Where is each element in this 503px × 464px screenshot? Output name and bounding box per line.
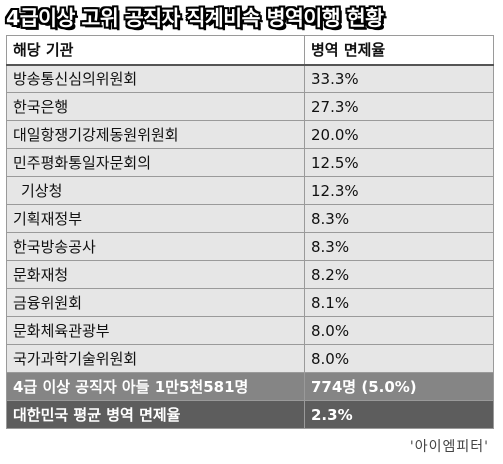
- table-row: 금융위원회 8.1%: [6, 288, 494, 317]
- rate-cell: 8.3%: [304, 204, 494, 233]
- rate-cell: 8.0%: [304, 344, 494, 373]
- rate-cell: 12.3%: [304, 176, 494, 205]
- exemption-rate-table: 해당 기관 병역 면제율 방송통신심의위원회 33.3% 한국은행 27.3% …: [6, 35, 494, 429]
- summary-value: 2.3%: [304, 400, 494, 429]
- rate-cell: 8.3%: [304, 232, 494, 261]
- summary-value: 774명 (5.0%): [304, 372, 494, 401]
- table-row: 기획재정부 8.3%: [6, 204, 494, 233]
- rate-cell: 8.0%: [304, 316, 494, 345]
- summary-row-officials-sons: 4급 이상 공직자 아들 1만5천581명 774명 (5.0%): [6, 372, 494, 401]
- rate-cell: 12.5%: [304, 148, 494, 177]
- rate-cell: 8.1%: [304, 288, 494, 317]
- summary-label: 4급 이상 공직자 아들 1만5천581명: [6, 372, 305, 401]
- agency-cell: 민주평화통일자문회의: [6, 148, 305, 177]
- rate-cell: 8.2%: [304, 260, 494, 289]
- agency-cell: 기상청: [6, 176, 305, 205]
- agency-cell: 방송통신심의위원회: [6, 64, 305, 93]
- table-row: 한국방송공사 8.3%: [6, 232, 494, 261]
- agency-cell: 대일항쟁기강제동원위원회: [6, 120, 305, 149]
- agency-cell: 문화체육관광부: [6, 316, 305, 345]
- table-row: 방송통신심의위원회 33.3%: [6, 64, 494, 93]
- rate-cell: 20.0%: [304, 120, 494, 149]
- table-header-row: 해당 기관 병역 면제율: [6, 35, 494, 66]
- header-agency: 해당 기관: [6, 35, 305, 66]
- agency-cell: 금융위원회: [6, 288, 305, 317]
- agency-cell: 한국방송공사: [6, 232, 305, 261]
- header-exemption-rate: 병역 면제율: [304, 35, 494, 66]
- rate-cell: 27.3%: [304, 92, 494, 121]
- table-row: 대일항쟁기강제동원위원회 20.0%: [6, 120, 494, 149]
- source-credit: '아이엠피터': [409, 439, 489, 455]
- summary-row-national-average: 대한민국 평균 병역 면제율 2.3%: [6, 400, 494, 429]
- table-row: 국가과학기술위원회 8.0%: [6, 344, 494, 373]
- table-row: 기상청 12.3%: [6, 176, 494, 205]
- page-title: 4급이상 고위 공직자 직계비속 병역이행 현황: [6, 6, 384, 30]
- table-row: 한국은행 27.3%: [6, 92, 494, 121]
- rate-cell: 33.3%: [304, 64, 494, 93]
- table-row: 문화재청 8.2%: [6, 260, 494, 289]
- table-row: 문화체육관광부 8.0%: [6, 316, 494, 345]
- summary-label: 대한민국 평균 병역 면제율: [6, 400, 305, 429]
- table-row: 민주평화통일자문회의 12.5%: [6, 148, 494, 177]
- agency-cell: 문화재청: [6, 260, 305, 289]
- agency-cell: 한국은행: [6, 92, 305, 121]
- agency-cell: 기획재정부: [6, 204, 305, 233]
- agency-cell: 국가과학기술위원회: [6, 344, 305, 373]
